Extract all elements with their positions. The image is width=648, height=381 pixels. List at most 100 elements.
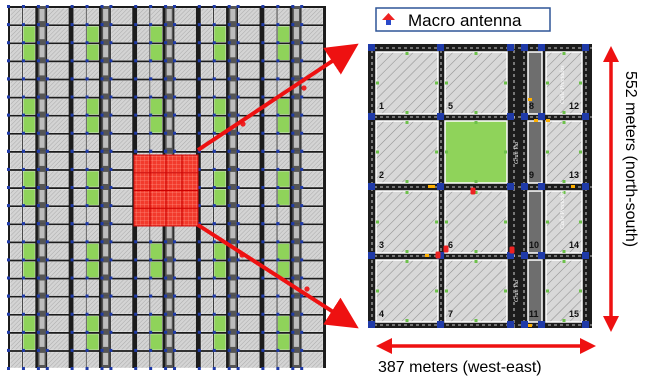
overview-intersection (70, 222, 74, 226)
overview-intersection (227, 222, 231, 226)
overview-intersection (172, 240, 176, 244)
overview-avenue-median (39, 316, 45, 329)
overview-intersection (36, 77, 40, 81)
zoom-small-cell (376, 81, 379, 85)
overview-avenue (292, 78, 301, 151)
overview-block (264, 333, 277, 351)
zoom-small-cell (474, 121, 478, 124)
overview-avenue-median (103, 45, 109, 58)
overview-intersection (212, 59, 216, 63)
overview-intersection (164, 77, 168, 81)
zoom-intersection (582, 44, 589, 51)
overview-block (110, 170, 133, 188)
overview-intersection (212, 240, 216, 244)
overview-intersection (300, 23, 304, 27)
overview-intersection (197, 240, 201, 244)
overview-intersection (227, 330, 231, 334)
overview-intersection (100, 204, 104, 208)
overview-intersection (261, 330, 265, 334)
zoom-small-cell (445, 220, 448, 224)
zoom-intersection (538, 44, 545, 51)
overview-block (23, 207, 36, 224)
overview-block (73, 26, 86, 43)
overview-block (86, 80, 99, 97)
overview-avenue (37, 223, 47, 296)
overview-block (200, 279, 213, 296)
overview-intersection (236, 276, 240, 280)
overview-block (174, 351, 196, 369)
overview-avenue-median (103, 99, 109, 112)
overview-intersection (276, 77, 280, 81)
overview-block (9, 7, 23, 25)
overview-intersection (197, 367, 201, 370)
overview-block (238, 44, 260, 61)
overview-intersection (276, 367, 280, 370)
overview-block (110, 152, 133, 170)
overview-block (23, 98, 36, 115)
overview-tile (70, 222, 133, 298)
overview-intersection (300, 59, 304, 63)
overview-intersection (291, 131, 295, 135)
zoom-macro-antenna (509, 246, 515, 254)
overview-intersection (7, 167, 10, 171)
overview-avenue-median (103, 208, 109, 221)
overview-intersection (300, 186, 304, 189)
overview-intersection (109, 240, 113, 244)
overview-intersection (85, 41, 89, 45)
zoom-block-number: 3 (379, 240, 384, 250)
zoom-street-label: Gran Via (514, 280, 520, 302)
overview-intersection (45, 95, 49, 99)
zoom-small-cell (376, 150, 379, 154)
overview-block (238, 62, 260, 79)
overview-intersection (261, 367, 265, 370)
overview-block (213, 243, 227, 260)
overview-intersection (45, 240, 49, 244)
overview-block (277, 243, 290, 260)
overview-block (110, 188, 133, 206)
zoom-block-number: 1 (379, 101, 384, 111)
overview-avenue-median (230, 27, 236, 40)
zoom-intersection (368, 183, 375, 190)
overview-intersection (85, 131, 89, 135)
overview-block (301, 188, 324, 206)
overview-intersection (100, 77, 104, 81)
overview-block (137, 98, 150, 115)
overview-block (73, 7, 86, 25)
zoom-intersection (507, 321, 514, 328)
overview-intersection (212, 41, 216, 45)
overview-block (9, 261, 23, 278)
overview-intersection (261, 186, 265, 189)
overview-avenue-median (230, 334, 236, 347)
overview-avenue-median (39, 280, 45, 293)
overview-block (137, 26, 150, 43)
overview-block (213, 351, 227, 369)
overview-block (86, 116, 99, 133)
overview-intersection (261, 222, 265, 226)
overview-intersection (236, 204, 240, 208)
overview-intersection (212, 222, 216, 226)
overview-block (200, 116, 213, 133)
overview-avenue (292, 150, 301, 224)
overview-block (150, 7, 163, 25)
zoom-block-number: 2 (379, 170, 384, 180)
overview-block (23, 333, 36, 351)
overview-block (9, 26, 23, 43)
overview-avenue (165, 78, 174, 151)
overview-block (86, 351, 99, 369)
overview-block (150, 315, 163, 332)
overview-block (23, 26, 36, 43)
overview-intersection (227, 167, 231, 171)
overview-intersection (21, 258, 25, 262)
overview-intersection (70, 167, 74, 171)
overview-intersection (21, 186, 25, 189)
overview-avenue-median (39, 208, 45, 221)
overview-avenue-median (166, 316, 172, 329)
overview-avenue-median (166, 226, 172, 239)
overview-block (174, 297, 196, 314)
overview-intersection (149, 23, 153, 27)
overview-intersection (85, 95, 89, 99)
overview-intersection (100, 186, 104, 189)
overview-intersection (291, 367, 295, 370)
zoom-traffic-marker (528, 324, 532, 327)
overview-intersection (21, 240, 25, 244)
